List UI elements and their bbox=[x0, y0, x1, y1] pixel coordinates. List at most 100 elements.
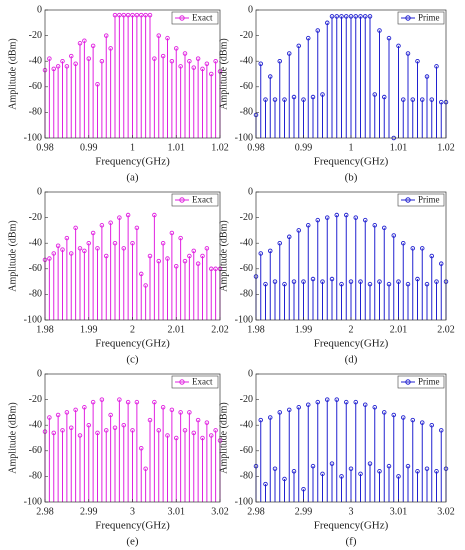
stem-marker bbox=[434, 279, 439, 284]
stem-marker bbox=[310, 276, 316, 282]
panel-caption: (d) bbox=[345, 354, 358, 366]
stem-marker bbox=[99, 223, 105, 228]
stem-marker bbox=[117, 397, 122, 402]
stem-marker bbox=[182, 428, 188, 433]
stem-marker bbox=[200, 253, 205, 259]
stem-marker bbox=[429, 422, 435, 428]
stem-marker bbox=[86, 240, 91, 246]
stem-marker bbox=[396, 474, 401, 479]
y-tick-label: -80 bbox=[240, 107, 253, 118]
x-tick-label: 1.02 bbox=[437, 142, 455, 153]
stem-marker bbox=[143, 12, 148, 18]
stem-marker bbox=[77, 433, 83, 438]
stem-marker bbox=[367, 461, 373, 466]
y-tick-label: -20 bbox=[240, 394, 253, 405]
y-tick-label: 0 bbox=[248, 186, 253, 197]
stem-marker bbox=[377, 28, 382, 33]
stem-marker bbox=[344, 399, 349, 405]
y-tick-label: -100 bbox=[24, 314, 42, 325]
stem-marker bbox=[173, 435, 179, 441]
legend-label: Prime bbox=[418, 195, 440, 205]
y-tick-label: -80 bbox=[240, 289, 253, 300]
stem-marker bbox=[415, 58, 420, 64]
stem-marker bbox=[121, 422, 126, 428]
stem-marker bbox=[147, 253, 153, 259]
stem-marker bbox=[117, 12, 122, 18]
stem-marker bbox=[77, 41, 83, 46]
stem-marker bbox=[134, 12, 140, 18]
legend-label: Exact bbox=[192, 377, 213, 387]
stem-marker bbox=[263, 281, 268, 287]
stem-marker bbox=[51, 430, 57, 436]
panel-caption: (b) bbox=[345, 172, 358, 184]
stem-marker bbox=[410, 246, 416, 251]
stem-marker bbox=[51, 251, 57, 256]
stem-marker bbox=[213, 266, 218, 272]
stem-marker bbox=[372, 223, 378, 228]
stem-marker bbox=[178, 64, 183, 69]
y-tick-label: 0 bbox=[37, 186, 42, 197]
stem-marker bbox=[108, 412, 113, 418]
legend-marker bbox=[405, 15, 411, 21]
stem-marker bbox=[420, 97, 425, 102]
stem-marker bbox=[272, 466, 278, 471]
stem-marker bbox=[112, 425, 118, 431]
x-tick-label: 1.99 bbox=[80, 324, 98, 335]
stem-marker bbox=[173, 46, 179, 51]
x-tick-label: 1.01 bbox=[168, 142, 186, 153]
stem-marker bbox=[363, 402, 368, 407]
x-tick-label: 3.02 bbox=[211, 506, 229, 517]
stem-marker bbox=[291, 279, 297, 284]
stem-marker bbox=[315, 399, 321, 405]
stem-marker bbox=[152, 212, 157, 218]
stem-marker bbox=[272, 279, 278, 284]
stem-marker bbox=[134, 225, 140, 231]
y-tick-label: -20 bbox=[29, 30, 42, 41]
stem-marker bbox=[68, 53, 74, 59]
y-tick-label: -40 bbox=[240, 237, 253, 248]
stem-marker bbox=[358, 471, 363, 477]
stem-marker bbox=[301, 97, 306, 102]
stem-marker bbox=[108, 220, 113, 225]
stem-marker bbox=[55, 412, 61, 418]
panel-caption: (c) bbox=[126, 354, 139, 366]
stem-marker bbox=[339, 474, 344, 479]
y-tick-label: 0 bbox=[248, 368, 253, 379]
x-tick-label: 3.01 bbox=[168, 506, 186, 517]
stem-marker bbox=[291, 94, 297, 100]
stem-marker bbox=[191, 248, 196, 254]
stem-marker bbox=[82, 248, 87, 254]
x-axis-label: Frequency(GHz) bbox=[314, 338, 389, 350]
stem-marker bbox=[195, 261, 201, 266]
stem-marker bbox=[424, 281, 430, 287]
y-tick-label: -60 bbox=[240, 445, 253, 456]
stem-marker bbox=[160, 405, 166, 410]
stem-marker bbox=[73, 61, 78, 67]
x-tick-label: 1 bbox=[349, 142, 354, 153]
stem-marker bbox=[165, 256, 170, 261]
stem-marker bbox=[55, 243, 61, 249]
stem-marker bbox=[165, 433, 170, 438]
stem-marker bbox=[125, 212, 131, 218]
stem-marker bbox=[353, 399, 359, 405]
legend-marker bbox=[405, 379, 411, 385]
y-tick-label: -100 bbox=[24, 496, 42, 507]
x-tick-label: 3 bbox=[349, 506, 354, 517]
x-axis-label: Frequency(GHz) bbox=[314, 520, 389, 532]
stem-marker bbox=[208, 433, 214, 438]
stem-marker bbox=[372, 405, 378, 410]
stem-marker bbox=[358, 14, 363, 19]
y-tick-label: -100 bbox=[235, 314, 253, 325]
stem-marker bbox=[306, 35, 311, 41]
legend-label: Exact bbox=[192, 13, 213, 23]
stem-marker bbox=[263, 481, 268, 487]
stem-marker bbox=[329, 461, 335, 466]
stem-marker bbox=[147, 12, 153, 18]
stem-marker bbox=[191, 430, 196, 436]
y-tick-label: -60 bbox=[240, 81, 253, 92]
stem-marker bbox=[204, 420, 210, 425]
y-tick-label: -20 bbox=[29, 212, 42, 223]
y-tick-label: -60 bbox=[240, 263, 253, 274]
stem-marker bbox=[182, 51, 188, 56]
stem-marker bbox=[134, 399, 140, 405]
